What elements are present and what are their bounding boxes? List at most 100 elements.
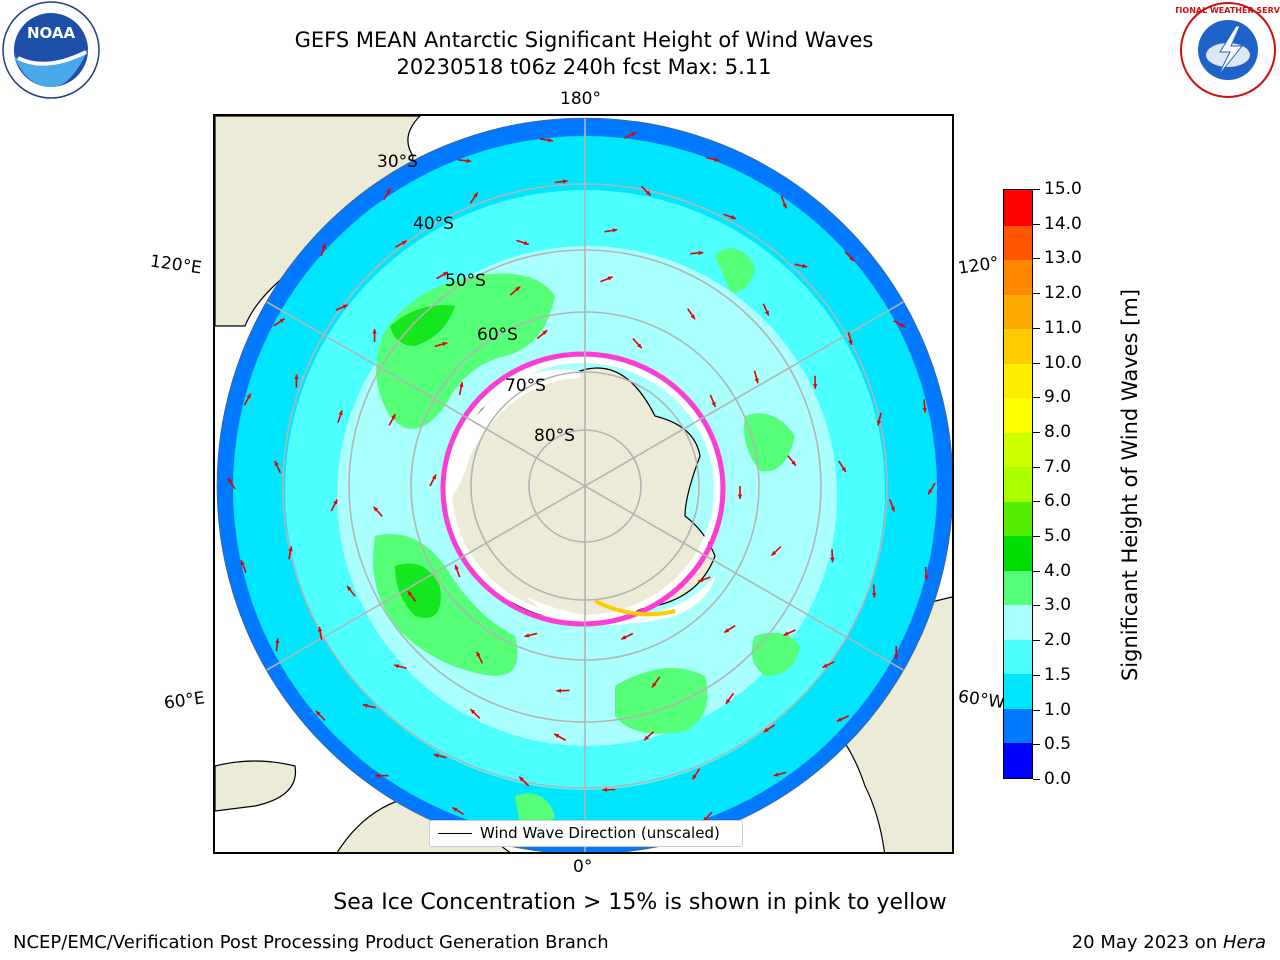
wave-direction-arrowhead [524, 633, 530, 638]
wave-direction-arrowhead [338, 410, 343, 416]
wave-direction-arrowhead [317, 626, 323, 632]
wave-direction-arrowhead [698, 577, 704, 583]
wave-direction-arrowhead [900, 322, 906, 327]
map-legend: Wind Wave Direction (unscaled) [429, 820, 743, 847]
wave-direction-arrowhead [373, 506, 379, 512]
lat-label-30s: 30°S [377, 152, 418, 172]
wave-direction-arrowhead [333, 499, 338, 505]
wave-direction-arrowhead [782, 203, 787, 209]
colorbar-segment [1004, 432, 1032, 468]
colorbar-tick [1033, 293, 1040, 295]
colorbar-segment [1004, 604, 1032, 640]
wave-direction-arrowhead [612, 228, 618, 233]
footer-date-text: 20 May 2023 on [1071, 932, 1223, 953]
wave-direction-arrowhead [607, 276, 613, 281]
colorbar-tick-label: 13.0 [1044, 248, 1082, 269]
colorbar-tick [1033, 362, 1040, 364]
sea-ice-note: Sea Ice Concentration > 15% is shown in … [333, 890, 947, 915]
polar-map [215, 116, 952, 852]
wave-direction-arrowhead [454, 564, 459, 570]
colorbar-tick [1033, 466, 1040, 468]
colorbar-tick-label: 1.0 [1044, 699, 1072, 720]
wave-direction-arrowhead [754, 378, 759, 384]
wave-direction-arrowhead [562, 179, 568, 184]
wave-direction-arrowhead [375, 773, 381, 778]
graticule [217, 118, 952, 852]
wave-direction-arrowhead [523, 240, 529, 246]
colorbar-segment [1004, 501, 1032, 537]
wave-direction-arrowhead [401, 240, 407, 245]
lon-label-180: 180° [560, 89, 601, 109]
wave-direction-arrowhead [394, 664, 399, 669]
colorbar-tick-label: 15.0 [1044, 179, 1082, 199]
colorbar-segment [1004, 363, 1032, 399]
wave-direction-arrowhead [466, 158, 472, 163]
colorbar-segment [1004, 294, 1032, 330]
wave-direction-arrowhead [442, 272, 448, 277]
colorbar-tick-label: 0.0 [1044, 769, 1072, 789]
noaa-logo-icon: NOAA [2, 1, 100, 99]
wave-direction-arrowhead [763, 727, 769, 733]
wave-direction-arrowhead [791, 460, 796, 466]
wave-direction-arrowhead [473, 192, 478, 198]
nws-logo-icon: NATIONAL WEATHER SERVICE [1176, 2, 1280, 98]
colorbar-tick-label: 12.0 [1044, 283, 1082, 304]
wave-direction-arrowhead [714, 157, 720, 162]
colorbar-segment [1004, 466, 1032, 502]
wind-wave-arrows [227, 131, 936, 840]
wave-direction-arrowhead [347, 586, 352, 591]
colorbar-tick [1033, 258, 1040, 260]
lat-label-80s: 80°S [534, 426, 575, 446]
wave-direction-arrowhead [459, 382, 464, 388]
lon-label-0: 0° [573, 857, 593, 877]
colorbar-tick [1033, 744, 1040, 746]
wave-direction-arrowhead [644, 735, 649, 741]
wave-direction-arrowhead [830, 557, 835, 563]
wave-direction-arrowhead [630, 132, 636, 137]
wave-direction-arrowhead [542, 330, 548, 335]
colorbar-tick [1033, 501, 1040, 503]
colorbar [1003, 189, 1033, 779]
wave-direction-arrowhead [288, 546, 293, 552]
colorbar-tick [1033, 431, 1040, 433]
lat-label-70s: 70°S [505, 376, 546, 396]
wave-direction-arrowhead [391, 413, 396, 419]
lat-label-60s: 60°S [477, 325, 518, 345]
wave-direction-arrowhead [871, 592, 877, 598]
colorbar-tick-label: 2.0 [1044, 630, 1072, 651]
colorbar-segment [1004, 570, 1032, 606]
wave-direction-arrowhead [275, 638, 280, 644]
colorbar-tick-label: 11.0 [1044, 317, 1082, 338]
colorbar-segment [1004, 673, 1032, 709]
colorbar-title: Significant Height of Wind Waves [m] [1118, 288, 1142, 682]
wave-direction-arrowhead [602, 787, 607, 792]
wave-direction-arrowhead [822, 663, 828, 668]
colorbar-tick [1033, 189, 1040, 190]
colorbar-segment [1004, 639, 1032, 675]
wave-direction-arrowhead [321, 243, 326, 249]
colorbar-tick-label: 3.0 [1044, 595, 1072, 616]
wave-direction-arrowhead [841, 466, 846, 472]
wave-direction-arrowhead [876, 420, 882, 426]
wave-direction-arrowhead [690, 314, 695, 320]
colorbar-tick-label: 6.0 [1044, 491, 1072, 512]
wave-direction-arrowhead [802, 263, 808, 269]
wave-direction-arrowhead [362, 703, 368, 708]
colorbar-tick [1033, 674, 1040, 676]
colorbar-tick [1033, 570, 1040, 572]
wave-direction-arrowhead [645, 190, 651, 196]
colorbar-tick [1033, 640, 1040, 642]
wave-direction-arrowhead [652, 682, 657, 688]
wave-direction-arrowhead [442, 341, 448, 347]
wave-direction-arrowhead [621, 635, 627, 640]
colorbar-tick-label: 8.0 [1044, 421, 1072, 442]
wave-direction-arrowhead [893, 654, 899, 660]
colorbar-tick [1033, 327, 1040, 329]
wave-direction-arrowhead [922, 407, 927, 413]
wave-direction-arrowhead [724, 628, 730, 633]
footer-machine: Hera [1222, 932, 1266, 953]
lat-label-50s: 50°S [445, 271, 486, 291]
wave-direction-arrowhead [725, 698, 731, 704]
colorbar-tick-label: 14.0 [1044, 213, 1082, 234]
wave-direction-arrowhead [928, 489, 933, 495]
